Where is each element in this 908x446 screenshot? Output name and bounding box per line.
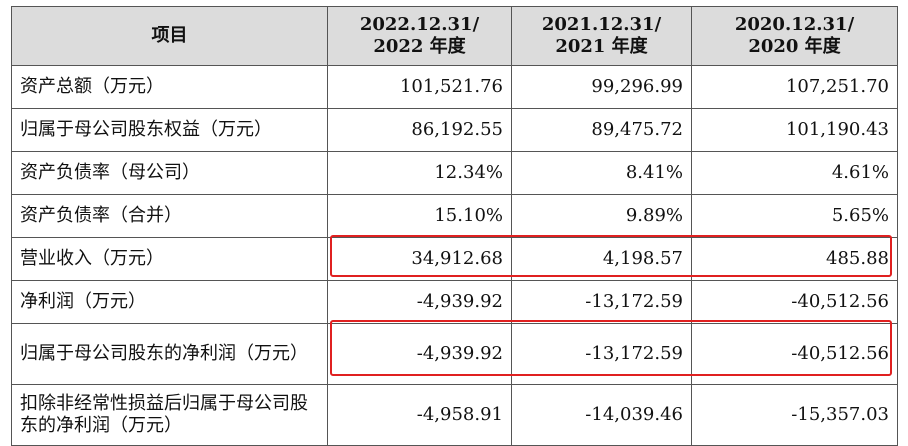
cell-2021: 99,296.99 bbox=[511, 65, 692, 109]
cell-2022: 86,192.55 bbox=[327, 108, 512, 152]
cell-2022: 12.34% bbox=[327, 151, 512, 195]
row-label: 资产总额（万元） bbox=[11, 65, 328, 109]
row-debt-ratio-consolidated: 资产负债率（合并） 15.10% 9.89% 5.65% bbox=[11, 194, 898, 238]
header-2021: 2021.12.31/2021 年度 bbox=[511, 6, 692, 66]
header-item: 项目 bbox=[11, 6, 328, 66]
cell-2020: 101,190.43 bbox=[691, 108, 898, 152]
cell-2022: 101,521.76 bbox=[327, 65, 512, 109]
cell-2021: 4,198.57 bbox=[511, 237, 692, 281]
cell-2020: -40,512.56 bbox=[691, 280, 898, 324]
financial-table-container: 项目 2022.12.31/2022 年度 2021.12.31/2021 年度… bbox=[11, 6, 898, 446]
row-net-profit: 净利润（万元） -4,939.92 -13,172.59 -40,512.56 bbox=[11, 280, 898, 324]
cell-2022: -4,939.92 bbox=[327, 323, 512, 385]
financial-table: 项目 2022.12.31/2022 年度 2021.12.31/2021 年度… bbox=[11, 6, 898, 446]
cell-2022: 15.10% bbox=[327, 194, 512, 238]
cell-2021: 8.41% bbox=[511, 151, 692, 195]
row-parent-net-profit: 归属于母公司股东的净利润（万元） -4,939.92 -13,172.59 -4… bbox=[11, 323, 898, 385]
row-label: 归属于母公司股东的净利润（万元） bbox=[11, 323, 328, 385]
cell-2022: 34,912.68 bbox=[327, 237, 512, 281]
cell-2021: 9.89% bbox=[511, 194, 692, 238]
row-total-assets: 资产总额（万元） 101,521.76 99,296.99 107,251.70 bbox=[11, 65, 898, 109]
cell-2022: -4,958.91 bbox=[327, 384, 512, 446]
row-revenue: 营业收入（万元） 34,912.68 4,198.57 485.88 bbox=[11, 237, 898, 281]
cell-2020: 485.88 bbox=[691, 237, 898, 281]
header-row: 项目 2022.12.31/2022 年度 2021.12.31/2021 年度… bbox=[11, 6, 898, 66]
cell-2021: -13,172.59 bbox=[511, 323, 692, 385]
cell-2020: 107,251.70 bbox=[691, 65, 898, 109]
row-label: 营业收入（万元） bbox=[11, 237, 328, 281]
header-2022: 2022.12.31/2022 年度 bbox=[327, 6, 512, 66]
cell-2021: -14,039.46 bbox=[511, 384, 692, 446]
cell-2020: 4.61% bbox=[691, 151, 898, 195]
row-label: 资产负债率（母公司） bbox=[11, 151, 328, 195]
cell-2020: 5.65% bbox=[691, 194, 898, 238]
row-debt-ratio-parent: 资产负债率（母公司） 12.34% 8.41% 4.61% bbox=[11, 151, 898, 195]
row-parent-equity: 归属于母公司股东权益（万元） 86,192.55 89,475.72 101,1… bbox=[11, 108, 898, 152]
row-label: 扣除非经常性损益后归属于母公司股东的净利润（万元） bbox=[11, 384, 328, 446]
cell-2021: 89,475.72 bbox=[511, 108, 692, 152]
row-label: 资产负债率（合并） bbox=[11, 194, 328, 238]
header-2020: 2020.12.31/2020 年度 bbox=[691, 6, 898, 66]
row-label: 归属于母公司股东权益（万元） bbox=[11, 108, 328, 152]
cell-2020: -15,357.03 bbox=[691, 384, 898, 446]
cell-2022: -4,939.92 bbox=[327, 280, 512, 324]
row-adjusted-net-profit: 扣除非经常性损益后归属于母公司股东的净利润（万元） -4,958.91 -14,… bbox=[11, 384, 898, 446]
cell-2021: -13,172.59 bbox=[511, 280, 692, 324]
cell-2020: -40,512.56 bbox=[691, 323, 898, 385]
row-label: 净利润（万元） bbox=[11, 280, 328, 324]
